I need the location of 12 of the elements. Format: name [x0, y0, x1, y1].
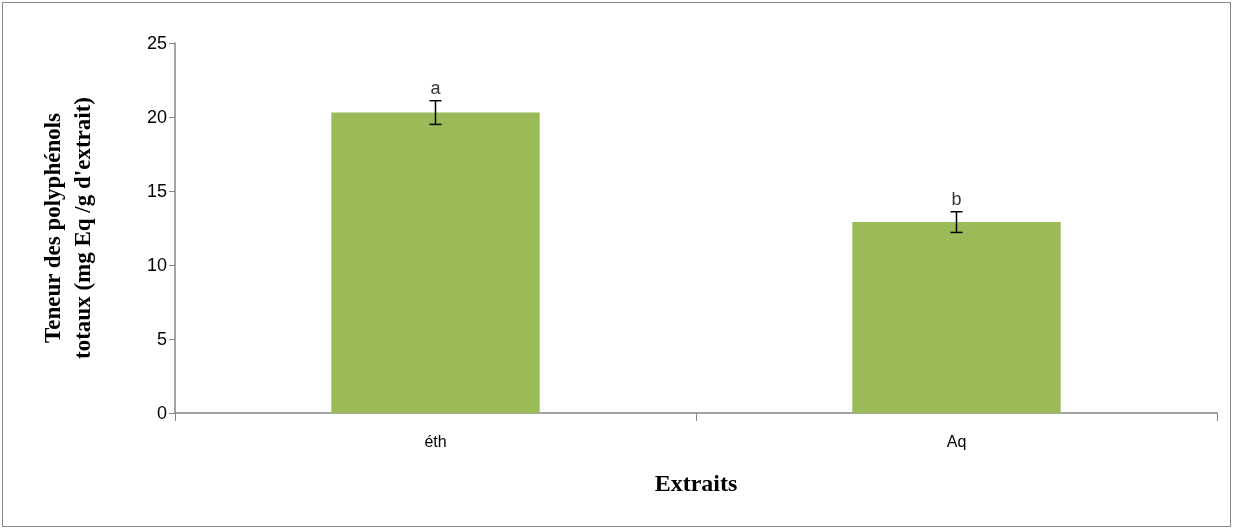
y-tick-label: 20 [146, 107, 167, 127]
x-axis-title: Extraits [654, 470, 738, 496]
y-tick-label: 25 [146, 33, 167, 53]
x-tick-label: éth [424, 432, 447, 450]
y-tick-label: 0 [156, 403, 167, 423]
x-tick-label: Aq [946, 432, 967, 450]
y-tick-label: 5 [156, 329, 167, 349]
annotation: b [951, 188, 962, 209]
annotation: a [430, 77, 442, 98]
y-tick-label: 10 [146, 255, 167, 275]
y-tick-label: 15 [146, 181, 167, 201]
y-axis-title: Teneur des polyphénols totaux (mg Eq /g d'extrait) [39, 97, 95, 359]
